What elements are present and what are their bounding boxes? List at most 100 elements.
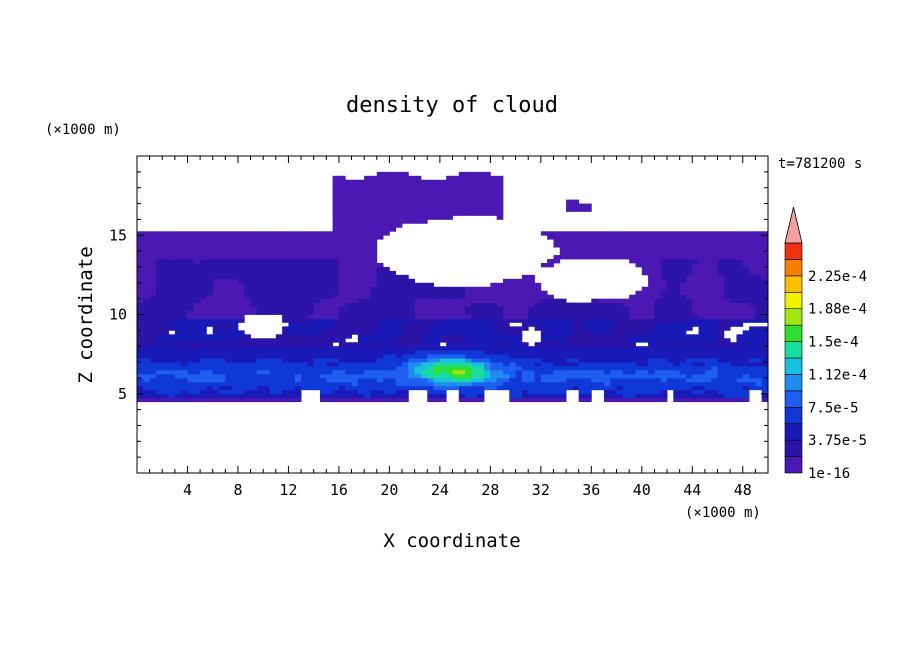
density-cell [200,290,207,296]
density-cell [219,282,226,288]
density-cell [395,306,403,311]
density-cell [591,385,599,391]
density-cell [370,211,378,216]
density-cell [370,262,378,268]
density-cell [427,350,434,355]
density-cell [736,278,744,284]
density-cell [704,270,712,276]
density-cell [490,322,498,327]
density-cell [622,377,630,383]
density-cell [345,346,352,351]
density-cell [370,266,378,272]
density-cell [376,223,384,228]
density-cell [181,358,188,363]
density-cell [225,274,233,280]
density-cell [174,397,182,403]
density-cell [635,393,643,399]
density-cell [591,239,599,244]
density-cell [225,350,233,355]
density-cell [187,255,195,260]
density-cell [294,278,302,284]
density-cell [383,274,390,280]
density-cell [193,274,201,280]
density-cell [446,369,453,375]
density-cell [711,377,718,383]
density-cell [326,318,334,323]
density-cell [319,389,327,395]
density-cell [490,385,498,391]
density-cell [219,262,226,268]
density-cell [269,243,277,248]
density-cell [155,373,163,379]
density-cell [237,385,245,391]
density-cell [345,278,352,284]
density-cell [648,247,655,252]
density-cell [376,385,384,391]
density-cell [603,322,611,327]
density-cell [439,207,447,212]
density-cell [566,302,573,307]
density-cell [414,326,422,331]
density-cell [685,362,693,367]
density-cell [395,330,403,335]
density-cell [446,302,453,307]
density-cell [193,243,201,248]
density-cell [452,187,460,193]
density-cell [414,369,422,375]
density-cell [698,243,706,248]
density-cell [345,377,352,383]
density-cell [250,294,258,300]
density-cell [597,338,605,343]
density-cell [402,350,409,355]
density-cell [446,215,453,220]
density-cell [313,235,321,240]
density-cell [730,373,737,379]
density-cell [648,262,655,268]
density-cell [685,251,693,256]
density-cell [420,338,428,343]
density-cell [294,298,302,304]
density-cell [237,298,245,304]
density-cell [566,251,573,256]
density-cell [673,306,681,311]
density-cell [237,377,245,383]
density-cell [244,259,251,264]
density-cell [370,282,378,288]
density-cell [301,385,308,391]
density-cell [572,342,580,347]
density-cell [502,318,510,323]
density-cell [452,195,460,200]
density-cell [433,373,441,379]
density-cell [408,286,416,292]
density-cell [635,373,643,379]
density-cell [515,302,523,307]
density-cell [332,270,340,276]
density-cell [685,310,693,315]
density-cell [408,211,416,216]
density-cell [509,377,516,383]
density-cell [673,358,681,363]
density-cell [294,377,302,383]
density-cell [408,310,416,315]
density-cell [332,366,340,371]
density-cell [143,322,151,327]
density-cell [717,270,725,276]
density-cell [528,366,535,371]
density-cell [357,342,365,347]
density-cell [408,183,416,189]
density-cell [578,381,586,387]
density-cell [761,235,768,240]
density-cell [307,358,315,363]
density-cell [433,393,441,399]
density-cell [547,326,554,331]
density-cell [515,286,523,292]
density-cell [654,310,662,315]
density-cell [389,377,397,383]
density-cell [193,381,201,387]
density-cell [553,362,561,367]
density-cell [660,385,668,391]
density-cell [673,266,681,272]
density-cell [389,342,397,347]
density-cell [559,338,567,343]
density-cell [244,262,251,268]
